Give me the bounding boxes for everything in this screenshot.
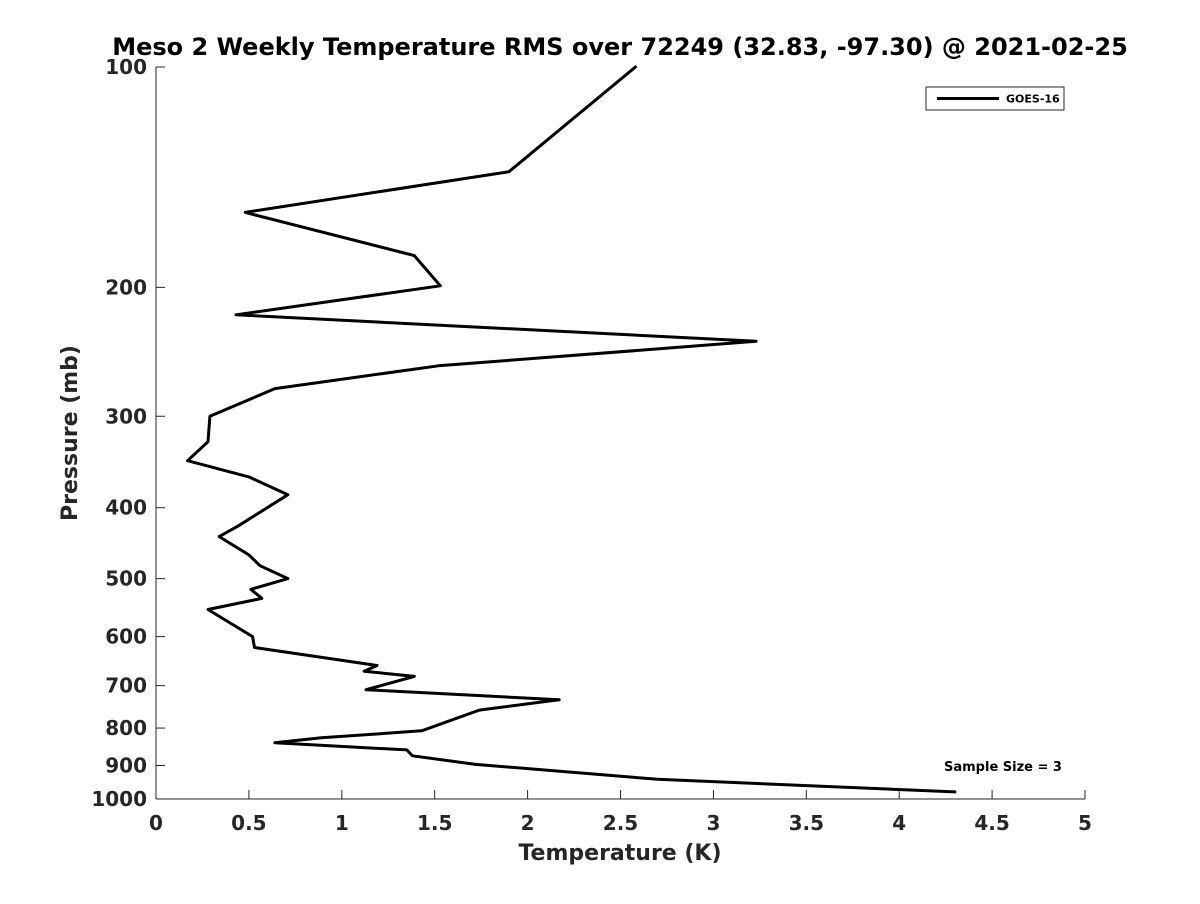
- y-tick-label: 700: [105, 674, 147, 698]
- y-tick-label: 500: [105, 567, 147, 591]
- y-tick-label: 900: [105, 754, 147, 778]
- y-tick-label: 200: [105, 275, 147, 299]
- y-tick-label: 300: [105, 404, 147, 428]
- y-tick-label: 800: [105, 716, 147, 740]
- x-tick-label: 1.5: [417, 811, 452, 835]
- x-tick-label: 4: [892, 811, 906, 835]
- sample-size-annotation: Sample Size = 3: [944, 760, 1062, 775]
- x-tick-label: 4.5: [974, 811, 1009, 835]
- x-tick-label: 3.5: [789, 811, 824, 835]
- y-axis-label: Pressure (mb): [58, 345, 83, 521]
- y-tick-label: 1000: [91, 787, 147, 811]
- chart-title: Meso 2 Weekly Temperature RMS over 72249…: [112, 33, 1128, 61]
- x-tick-label: 5: [1078, 811, 1092, 835]
- x-axis-label: Temperature (K): [518, 841, 721, 866]
- x-tick-label: 1: [335, 811, 349, 835]
- y-tick-label: 600: [105, 625, 147, 649]
- x-tick-label: 0.5: [231, 811, 266, 835]
- series-line-goes-16: [186, 65, 957, 794]
- y-tick-label: 100: [105, 55, 147, 79]
- x-tick-label: 2.5: [603, 811, 638, 835]
- x-tick-label: 2: [521, 811, 535, 835]
- legend-label: GOES-16: [1006, 93, 1060, 106]
- y-tick-label: 400: [105, 496, 147, 520]
- x-tick-label: 3: [706, 811, 720, 835]
- x-tick-label: 0: [149, 811, 163, 835]
